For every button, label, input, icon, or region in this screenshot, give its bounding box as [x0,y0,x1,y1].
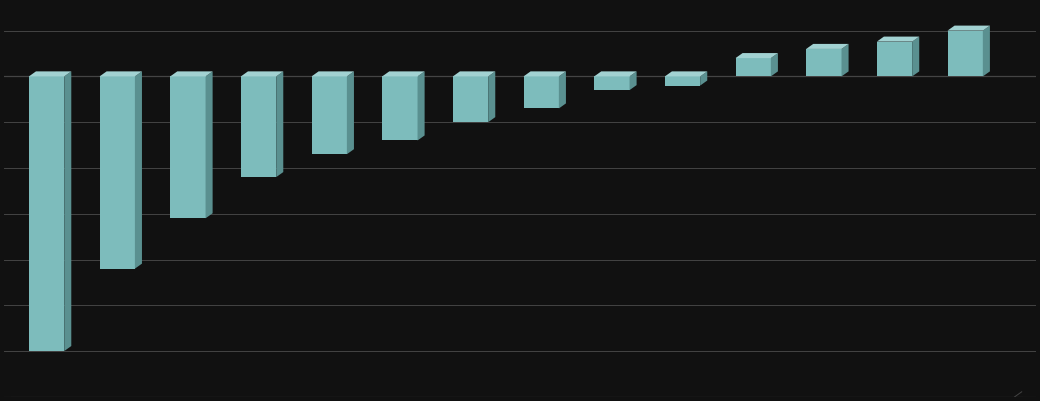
Polygon shape [206,72,212,219]
Polygon shape [558,72,566,109]
Polygon shape [806,45,849,50]
Polygon shape [877,43,912,77]
Polygon shape [700,72,707,86]
Polygon shape [171,77,206,219]
Polygon shape [523,77,558,109]
Polygon shape [665,77,700,86]
Polygon shape [312,72,354,77]
Polygon shape [241,77,277,178]
Polygon shape [912,37,919,77]
Polygon shape [841,45,849,77]
Polygon shape [64,72,72,351]
Polygon shape [877,37,919,43]
Polygon shape [488,72,495,123]
Polygon shape [277,72,283,178]
Polygon shape [241,72,283,77]
Polygon shape [383,77,417,141]
Polygon shape [312,77,347,155]
Polygon shape [771,54,778,77]
Polygon shape [806,50,841,77]
Polygon shape [665,72,707,77]
Polygon shape [735,54,778,59]
Polygon shape [383,72,424,77]
Polygon shape [983,26,990,77]
Polygon shape [100,77,135,269]
Polygon shape [947,26,990,32]
Polygon shape [135,72,141,269]
Polygon shape [629,72,636,91]
Polygon shape [523,72,566,77]
Polygon shape [947,32,983,77]
Polygon shape [417,72,424,141]
Polygon shape [171,72,212,77]
Polygon shape [29,77,64,351]
Polygon shape [452,72,495,77]
Polygon shape [452,77,488,123]
Polygon shape [594,72,636,77]
Polygon shape [594,77,629,91]
Polygon shape [735,59,771,77]
Polygon shape [29,72,72,77]
Polygon shape [347,72,354,155]
Polygon shape [100,72,141,77]
